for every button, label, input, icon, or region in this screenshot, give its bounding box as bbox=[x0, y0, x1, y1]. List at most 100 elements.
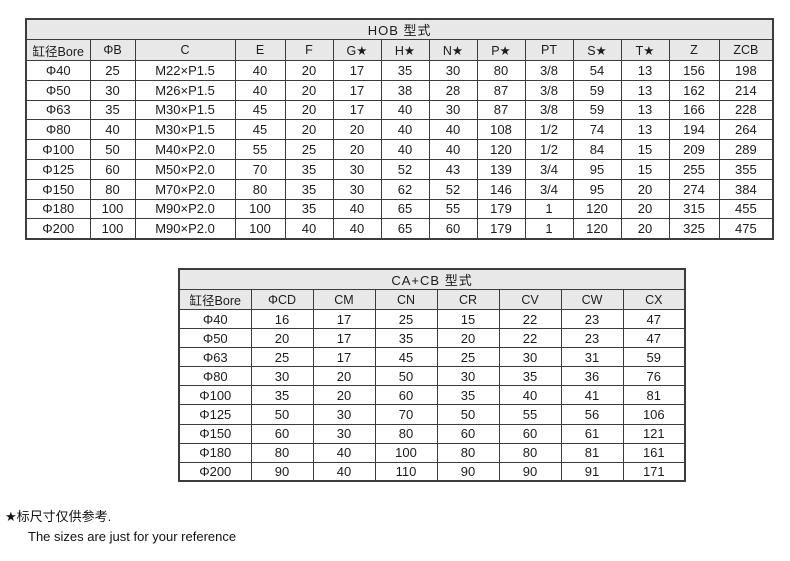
table-cell: 31 bbox=[560, 347, 624, 368]
table-cell: 179 bbox=[476, 198, 526, 220]
table-cell: 20 bbox=[250, 328, 314, 349]
table-cell: 25 bbox=[284, 139, 334, 160]
column-header: H★ bbox=[380, 39, 430, 61]
table-cell: 40 bbox=[380, 139, 430, 160]
table-cell: 25 bbox=[374, 308, 438, 330]
table-cell: 95 bbox=[572, 178, 622, 200]
table-cell: 214 bbox=[718, 79, 774, 101]
table-cell: 45 bbox=[374, 347, 438, 368]
table-cell: 55 bbox=[428, 198, 478, 220]
table-cell: 35 bbox=[436, 385, 500, 406]
table-cell: 16 bbox=[250, 308, 314, 330]
column-header: ZCB bbox=[718, 39, 774, 61]
table-cell: 13 bbox=[620, 99, 670, 121]
table-cell: 81 bbox=[560, 442, 624, 463]
table-cell: 120 bbox=[572, 198, 622, 220]
table-cell: 17 bbox=[332, 60, 382, 81]
table-cell: 25 bbox=[436, 347, 500, 368]
table-cell: 146 bbox=[476, 178, 526, 200]
table-cell: Φ63 bbox=[25, 99, 91, 121]
column-header: CN bbox=[374, 289, 438, 310]
table-cell: 198 bbox=[718, 60, 774, 81]
table-row: Φ80 30 20 50 30 35 36 76 bbox=[178, 366, 686, 387]
table-cell: 108 bbox=[476, 119, 526, 141]
table-cell: 289 bbox=[718, 139, 774, 160]
table-cell: 274 bbox=[668, 178, 720, 200]
table-cell: 56 bbox=[560, 404, 624, 425]
table-cell: M90×P2.0 bbox=[134, 198, 236, 220]
table-cell: 87 bbox=[476, 99, 526, 121]
table-cell: 52 bbox=[380, 158, 430, 180]
table-cell: 166 bbox=[668, 99, 720, 121]
cacb-spec-table: CA+CB 型式 缸径Bore ΦCD CM CN CR CV CW CX Φ40 16 17 25 15… bbox=[178, 268, 687, 483]
table-cell: 87 bbox=[476, 79, 526, 101]
table-cell: 15 bbox=[620, 139, 670, 160]
column-header: E bbox=[234, 39, 286, 61]
table-cell: 35 bbox=[380, 60, 430, 81]
table-cell: 74 bbox=[572, 119, 622, 141]
table-cell: 40 bbox=[332, 218, 382, 240]
table-cell: 17 bbox=[312, 347, 376, 368]
table-cell: M90×P2.0 bbox=[134, 218, 236, 240]
table-cell: 120 bbox=[572, 218, 622, 240]
table-cell: 76 bbox=[622, 366, 686, 387]
table-cell: 20 bbox=[284, 119, 334, 141]
table-cell: 20 bbox=[620, 218, 670, 240]
table-title-row: CA+CB 型式 bbox=[178, 268, 686, 290]
table-cell: 20 bbox=[284, 79, 334, 101]
table-cell: 90 bbox=[436, 461, 500, 482]
table-cell: 40 bbox=[498, 385, 562, 406]
table-cell: 80 bbox=[436, 442, 500, 463]
table-cell: 3/8 bbox=[524, 79, 574, 101]
table-cell: 60 bbox=[89, 158, 136, 180]
table-cell: 100 bbox=[234, 198, 286, 220]
table-cell: 55 bbox=[498, 404, 562, 425]
column-header-row: 缸径Bore ΦB C E F G★ H★ N★ P★ PT S★ T★ Z ZCB bbox=[25, 39, 774, 61]
table-cell: 325 bbox=[668, 218, 720, 240]
table-cell: 80 bbox=[234, 178, 286, 200]
table-cell: 36 bbox=[560, 366, 624, 387]
table-cell: 30 bbox=[312, 423, 376, 444]
table-cell: Φ100 bbox=[25, 139, 91, 160]
table-cell: 22 bbox=[498, 328, 562, 349]
column-header: Z bbox=[668, 39, 720, 61]
table-cell: 80 bbox=[374, 423, 438, 444]
table-cell: 81 bbox=[622, 385, 686, 406]
table-cell: 35 bbox=[498, 366, 562, 387]
table-cell: Φ80 bbox=[25, 119, 91, 141]
table-cell: Φ40 bbox=[178, 308, 252, 330]
table-cell: 35 bbox=[89, 99, 136, 121]
table-cell: 91 bbox=[560, 461, 624, 482]
table-cell: 17 bbox=[312, 308, 376, 330]
table-cell: M30×P1.5 bbox=[134, 119, 236, 141]
table-cell: Φ100 bbox=[178, 385, 252, 406]
table-cell: 40 bbox=[234, 60, 286, 81]
table-cell: 30 bbox=[436, 366, 500, 387]
table-row: Φ63 35 M30×P1.5 45 20 17 40 30 87 3/8 59 13 166 228 bbox=[25, 99, 774, 121]
table-cell: 162 bbox=[668, 79, 720, 101]
column-header: F bbox=[284, 39, 334, 61]
table-cell: 20 bbox=[312, 385, 376, 406]
table-row: Φ200 100 M90×P2.0 100 40 40 65 60 179 1 120 20 325 47… bbox=[25, 218, 774, 240]
table-cell: 30 bbox=[428, 99, 478, 121]
table-cell: 65 bbox=[380, 198, 430, 220]
table-cell: 47 bbox=[622, 328, 686, 349]
table-cell: 20 bbox=[332, 139, 382, 160]
table-cell: 40 bbox=[284, 218, 334, 240]
table-cell: Φ80 bbox=[178, 366, 252, 387]
column-header: CR bbox=[436, 289, 500, 310]
table-cell: Φ40 bbox=[25, 60, 91, 81]
table-cell: 43 bbox=[428, 158, 478, 180]
column-header: N★ bbox=[428, 39, 478, 61]
table-cell: 3/4 bbox=[524, 178, 574, 200]
table-cell: 139 bbox=[476, 158, 526, 180]
table-cell: 209 bbox=[668, 139, 720, 160]
table-cell: 40 bbox=[312, 442, 376, 463]
column-header: CM bbox=[312, 289, 376, 310]
table-cell: 40 bbox=[89, 119, 136, 141]
table-cell: 70 bbox=[374, 404, 438, 425]
table-cell: 20 bbox=[620, 178, 670, 200]
table-cell: 40 bbox=[428, 119, 478, 141]
table-cell: 25 bbox=[89, 60, 136, 81]
column-header: T★ bbox=[620, 39, 670, 61]
